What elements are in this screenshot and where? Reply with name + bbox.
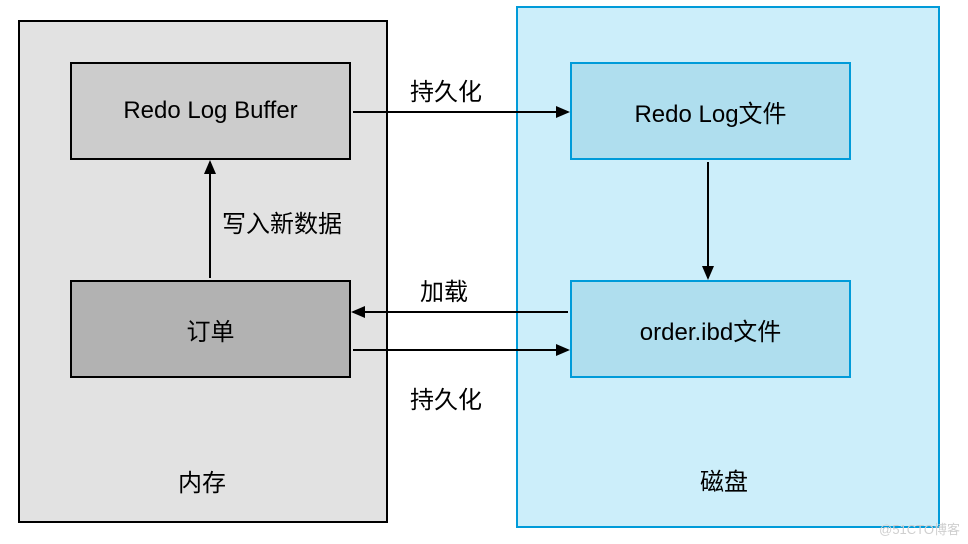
arrows-layer [0, 0, 968, 544]
watermark-text: @51CTO博客 [879, 519, 960, 538]
